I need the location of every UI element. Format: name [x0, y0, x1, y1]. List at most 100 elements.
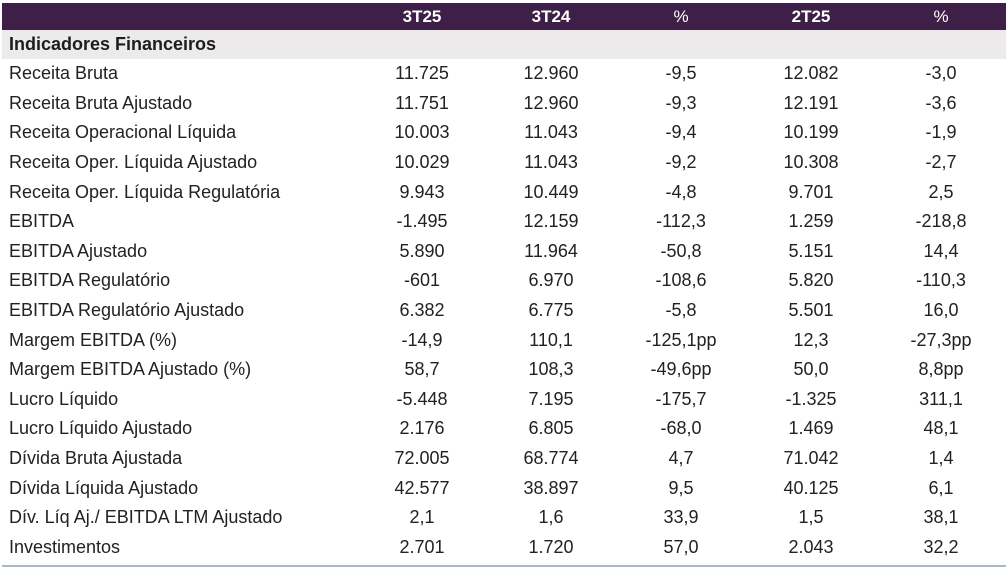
- cell-3t25: 10.003: [394, 122, 450, 143]
- row-label: Receita Bruta: [9, 63, 119, 84]
- cell-3t24: 1.720: [528, 536, 574, 557]
- cell-2t25: 12,3: [793, 329, 829, 350]
- cell-pct-yoy: 4,7: [668, 448, 694, 469]
- row-label: Receita Oper. Líquida Regulatória: [9, 181, 281, 202]
- cell-3t25: -5.448: [396, 388, 448, 409]
- cell-3t24: 12.960: [523, 63, 579, 84]
- table-row: Lucro Líquido -5.448 7.195 -175,7 -1.325 311,…: [2, 385, 1006, 415]
- cell-3t24: 11.043: [524, 152, 578, 173]
- cell-3t25: 11.751: [395, 92, 449, 113]
- cell-2t25: 50,0: [793, 359, 829, 380]
- cell-2t25: 1.259: [788, 211, 834, 232]
- cell-2t25: -1.325: [785, 388, 837, 409]
- cell-3t25: 5.890: [399, 240, 445, 261]
- header-pct-qoq: %: [876, 3, 1006, 30]
- cell-2t25: 40.125: [783, 477, 839, 498]
- cell-pct-yoy: -68,0: [660, 418, 702, 439]
- cell-pct-yoy: -9,4: [665, 122, 697, 143]
- table-row: Dív. Líq Aj./ EBITDA LTM Ajustado 2,1 1,6 3…: [2, 503, 1006, 533]
- cell-3t25: 72.005: [394, 448, 450, 469]
- header-label-col: [2, 3, 358, 30]
- cell-pct-qoq: -3,0: [925, 63, 957, 84]
- cell-2t25: 10.308: [783, 152, 839, 173]
- cell-pct-yoy: -175,7: [655, 388, 707, 409]
- cell-pct-yoy: -49,6pp: [650, 359, 712, 380]
- cell-3t25: 2.176: [399, 418, 445, 439]
- cell-pct-qoq: 32,2: [923, 536, 959, 557]
- row-label: Investimentos: [9, 536, 121, 557]
- cell-pct-qoq: -110,3: [916, 270, 966, 291]
- table-row: EBITDA Regulatório -601 6.970 -108,6 5.820 -1…: [2, 266, 1006, 296]
- cell-pct-yoy: 9,5: [668, 477, 694, 498]
- cell-pct-yoy: -9,5: [665, 63, 697, 84]
- table-row: Dívida Líquida Ajustado 42.577 38.897 9,5 40…: [2, 473, 1006, 503]
- header-3t24: 3T24: [486, 3, 616, 30]
- cell-pct-yoy: -4,8: [665, 181, 697, 202]
- cell-3t24: 1,6: [538, 507, 564, 528]
- cell-3t24: 12.159: [523, 211, 579, 232]
- row-label: Dív. Líq Aj./ EBITDA LTM Ajustado: [9, 507, 283, 528]
- row-label: EBITDA: [9, 211, 75, 232]
- row-label: Receita Bruta Ajustado: [9, 92, 193, 113]
- row-label: Receita Operacional Líquida: [9, 122, 237, 143]
- section-row: Indicadores Financeiros: [2, 30, 1006, 59]
- cell-2t25: 9.701: [788, 181, 834, 202]
- row-label: Margem EBITDA Ajustado (%): [9, 359, 252, 380]
- cell-pct-qoq: -1,9: [925, 122, 957, 143]
- cell-pct-qoq: -2,7: [925, 152, 957, 173]
- cell-2t25: 5.820: [788, 270, 834, 291]
- header-3t25: 3T25: [358, 3, 486, 30]
- row-label: EBITDA Regulatório Ajustado: [9, 300, 245, 321]
- cell-3t24: 6.805: [528, 418, 574, 439]
- row-label: Lucro Líquido Ajustado: [9, 418, 193, 439]
- cell-2t25: 5.151: [788, 240, 834, 261]
- header-pct-yoy: %: [616, 3, 746, 30]
- row-label: EBITDA Regulatório: [9, 270, 171, 291]
- cell-3t25: 11.725: [395, 63, 449, 84]
- table-row: EBITDA -1.495 12.159 -112,3 1.259 -218,8: [2, 207, 1006, 237]
- cell-3t24: 38.897: [523, 477, 579, 498]
- table-row: Margem EBITDA (%) -14,9 110,1 -125,1pp 12,3 -…: [2, 325, 1006, 355]
- cell-pct-yoy: -5,8: [665, 300, 697, 321]
- cell-2t25: 1.469: [788, 418, 834, 439]
- cell-pct-yoy: -112,3: [656, 211, 706, 232]
- table-row: Dívida Bruta Ajustada 72.005 68.774 4,7 71.0…: [2, 444, 1006, 474]
- cell-2t25: 1,5: [798, 507, 824, 528]
- header-row: 3T25 3T24 % 2T25 %: [2, 3, 1006, 30]
- cell-3t24: 12.960: [523, 92, 579, 113]
- cell-pct-qoq: -3,6: [925, 92, 957, 113]
- cell-pct-qoq: -27,3pp: [910, 329, 972, 350]
- cell-pct-qoq: 14,4: [923, 240, 959, 261]
- cell-3t25: -1.495: [396, 211, 448, 232]
- cell-2t25: 12.082: [783, 63, 839, 84]
- row-label: EBITDA Ajustado: [9, 240, 148, 261]
- cell-3t24: 6.775: [528, 300, 574, 321]
- cell-pct-qoq: 38,1: [923, 507, 959, 528]
- cell-2t25: 12.191: [783, 92, 839, 113]
- row-label: Dívida Líquida Ajustado: [9, 477, 199, 498]
- table-row: Receita Oper. Líquida Regulatória 9.943 10…: [2, 177, 1006, 207]
- table-row: Receita Oper. Líquida Ajustado 10.029 11.0…: [2, 148, 1006, 178]
- cell-2t25: 5.501: [788, 300, 834, 321]
- financial-indicators-table: 3T25 3T24 % 2T25 % Indicadores Financeir…: [2, 3, 1006, 562]
- row-label: Margem EBITDA (%): [9, 329, 178, 350]
- cell-pct-qoq: 48,1: [923, 418, 959, 439]
- cell-3t25: 42.577: [394, 477, 450, 498]
- table-row: Investimentos 2.701 1.720 57,0 2.043 32,2: [2, 533, 1006, 563]
- cell-pct-yoy: -9,3: [665, 92, 697, 113]
- cell-3t25: 2,1: [409, 507, 435, 528]
- table-row: Receita Operacional Líquida 10.003 11.043 -…: [2, 118, 1006, 148]
- cell-pct-yoy: -108,6: [655, 270, 707, 291]
- row-label: Lucro Líquido: [9, 388, 119, 409]
- bottom-divider: [2, 565, 1006, 567]
- cell-pct-qoq: 16,0: [923, 300, 959, 321]
- cell-pct-qoq: 6,1: [928, 477, 954, 498]
- cell-pct-qoq: 8,8pp: [918, 359, 964, 380]
- table-row: Margem EBITDA Ajustado (%) 58,7 108,3 -49,6…: [2, 355, 1006, 385]
- cell-pct-qoq: 2,5: [928, 181, 954, 202]
- cell-3t25: 10.029: [394, 152, 450, 173]
- cell-3t24: 11.964: [524, 240, 578, 261]
- table-row: EBITDA Ajustado 5.890 11.964 -50,8 5.151 14,4: [2, 237, 1006, 267]
- row-label: Receita Oper. Líquida Ajustado: [9, 152, 258, 173]
